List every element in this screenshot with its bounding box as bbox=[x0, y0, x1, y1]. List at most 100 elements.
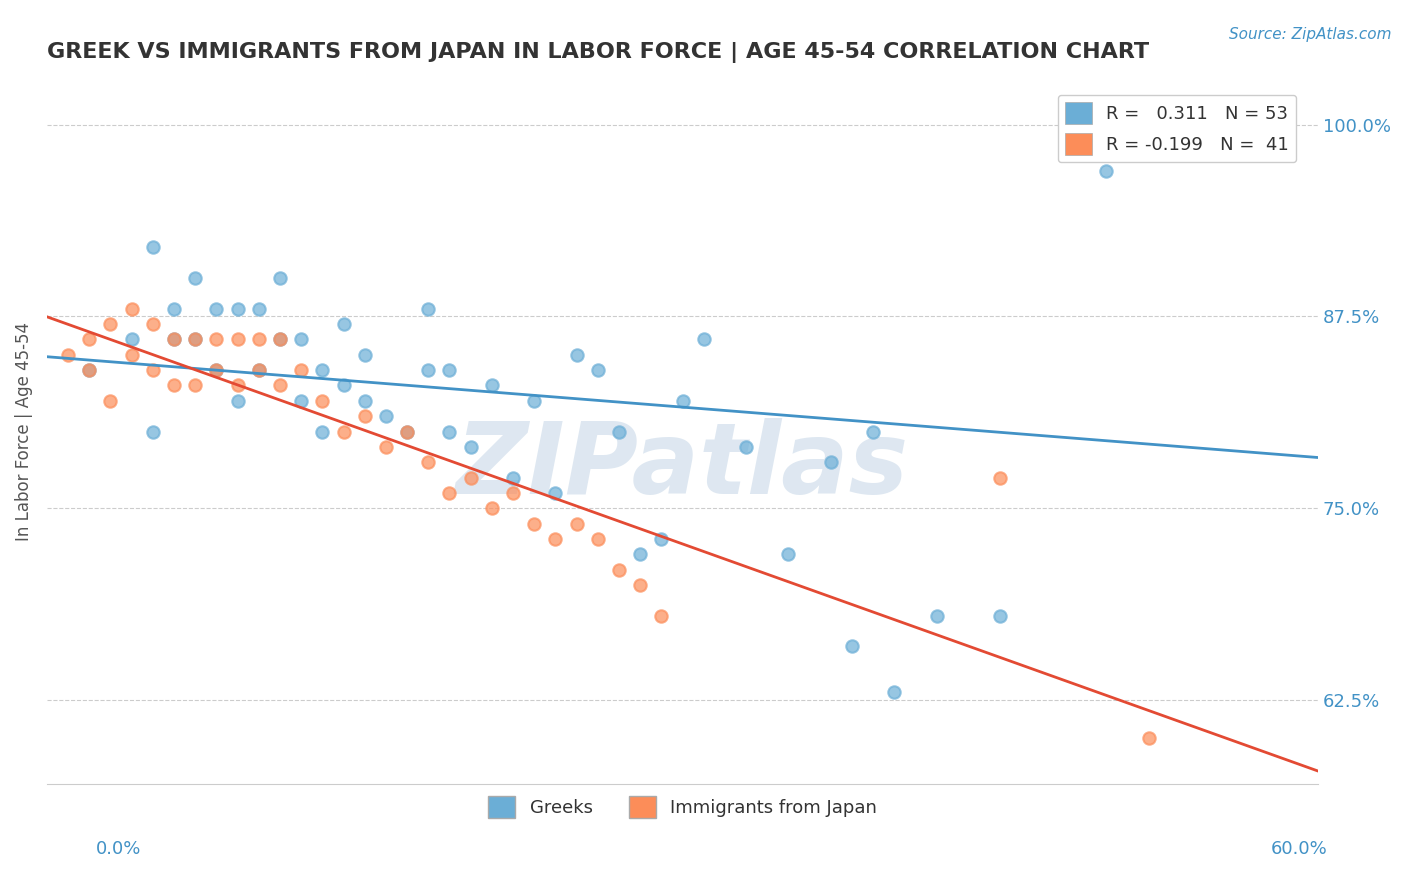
Point bbox=[586, 363, 609, 377]
Point bbox=[205, 301, 228, 316]
Point bbox=[353, 348, 375, 362]
Point bbox=[607, 563, 630, 577]
Point bbox=[77, 333, 100, 347]
Point bbox=[226, 333, 249, 347]
Point bbox=[418, 363, 440, 377]
Point bbox=[290, 363, 312, 377]
Point bbox=[628, 578, 651, 592]
Point bbox=[671, 393, 693, 408]
Point bbox=[502, 470, 524, 484]
Point bbox=[247, 363, 270, 377]
Point bbox=[544, 532, 567, 546]
Point bbox=[163, 333, 186, 347]
Point bbox=[184, 333, 207, 347]
Point bbox=[269, 378, 291, 392]
Point bbox=[163, 378, 186, 392]
Point bbox=[523, 393, 546, 408]
Text: 60.0%: 60.0% bbox=[1271, 840, 1327, 858]
Point bbox=[439, 425, 461, 439]
Point bbox=[523, 516, 546, 531]
Point bbox=[925, 608, 948, 623]
Point bbox=[650, 608, 672, 623]
Point bbox=[163, 333, 186, 347]
Point bbox=[862, 425, 884, 439]
Point bbox=[353, 409, 375, 424]
Point bbox=[439, 363, 461, 377]
Point bbox=[418, 455, 440, 469]
Point bbox=[311, 425, 333, 439]
Point bbox=[692, 333, 714, 347]
Text: Source: ZipAtlas.com: Source: ZipAtlas.com bbox=[1229, 27, 1392, 42]
Point bbox=[1137, 731, 1160, 746]
Point bbox=[226, 393, 249, 408]
Point bbox=[121, 333, 143, 347]
Point bbox=[396, 425, 419, 439]
Point bbox=[650, 532, 672, 546]
Point bbox=[418, 301, 440, 316]
Point bbox=[565, 516, 588, 531]
Point bbox=[586, 532, 609, 546]
Point bbox=[607, 425, 630, 439]
Point bbox=[269, 271, 291, 285]
Point bbox=[735, 440, 758, 454]
Point bbox=[269, 333, 291, 347]
Point bbox=[1095, 163, 1118, 178]
Point bbox=[374, 409, 396, 424]
Point bbox=[332, 425, 354, 439]
Point bbox=[226, 301, 249, 316]
Point bbox=[142, 363, 165, 377]
Point bbox=[205, 363, 228, 377]
Point bbox=[460, 440, 482, 454]
Point bbox=[988, 608, 1011, 623]
Point bbox=[628, 547, 651, 561]
Point bbox=[247, 333, 270, 347]
Point bbox=[247, 363, 270, 377]
Point bbox=[205, 333, 228, 347]
Legend: Greeks, Immigrants from Japan: Greeks, Immigrants from Japan bbox=[481, 789, 884, 825]
Point bbox=[565, 348, 588, 362]
Point bbox=[481, 378, 503, 392]
Point bbox=[311, 393, 333, 408]
Point bbox=[820, 455, 842, 469]
Point bbox=[247, 301, 270, 316]
Point bbox=[100, 393, 122, 408]
Point bbox=[883, 685, 905, 699]
Point bbox=[163, 301, 186, 316]
Point bbox=[290, 393, 312, 408]
Point bbox=[184, 271, 207, 285]
Point bbox=[332, 378, 354, 392]
Point bbox=[778, 547, 800, 561]
Point bbox=[481, 501, 503, 516]
Point bbox=[121, 301, 143, 316]
Point bbox=[142, 317, 165, 331]
Point bbox=[311, 363, 333, 377]
Point bbox=[184, 333, 207, 347]
Point bbox=[353, 393, 375, 408]
Point bbox=[142, 425, 165, 439]
Point bbox=[100, 317, 122, 331]
Point bbox=[205, 363, 228, 377]
Point bbox=[77, 363, 100, 377]
Point bbox=[184, 378, 207, 392]
Point bbox=[396, 425, 419, 439]
Y-axis label: In Labor Force | Age 45-54: In Labor Force | Age 45-54 bbox=[15, 322, 32, 541]
Point bbox=[269, 333, 291, 347]
Point bbox=[332, 317, 354, 331]
Point bbox=[988, 470, 1011, 484]
Point bbox=[460, 470, 482, 484]
Point bbox=[1180, 133, 1202, 147]
Point bbox=[56, 348, 79, 362]
Point bbox=[226, 378, 249, 392]
Text: ZIPatlas: ZIPatlas bbox=[456, 418, 910, 516]
Point bbox=[502, 486, 524, 500]
Point bbox=[439, 486, 461, 500]
Point bbox=[142, 240, 165, 254]
Point bbox=[544, 486, 567, 500]
Point bbox=[374, 440, 396, 454]
Text: 0.0%: 0.0% bbox=[96, 840, 141, 858]
Point bbox=[1222, 118, 1244, 132]
Point bbox=[841, 640, 863, 654]
Point bbox=[77, 363, 100, 377]
Point bbox=[290, 333, 312, 347]
Point bbox=[121, 348, 143, 362]
